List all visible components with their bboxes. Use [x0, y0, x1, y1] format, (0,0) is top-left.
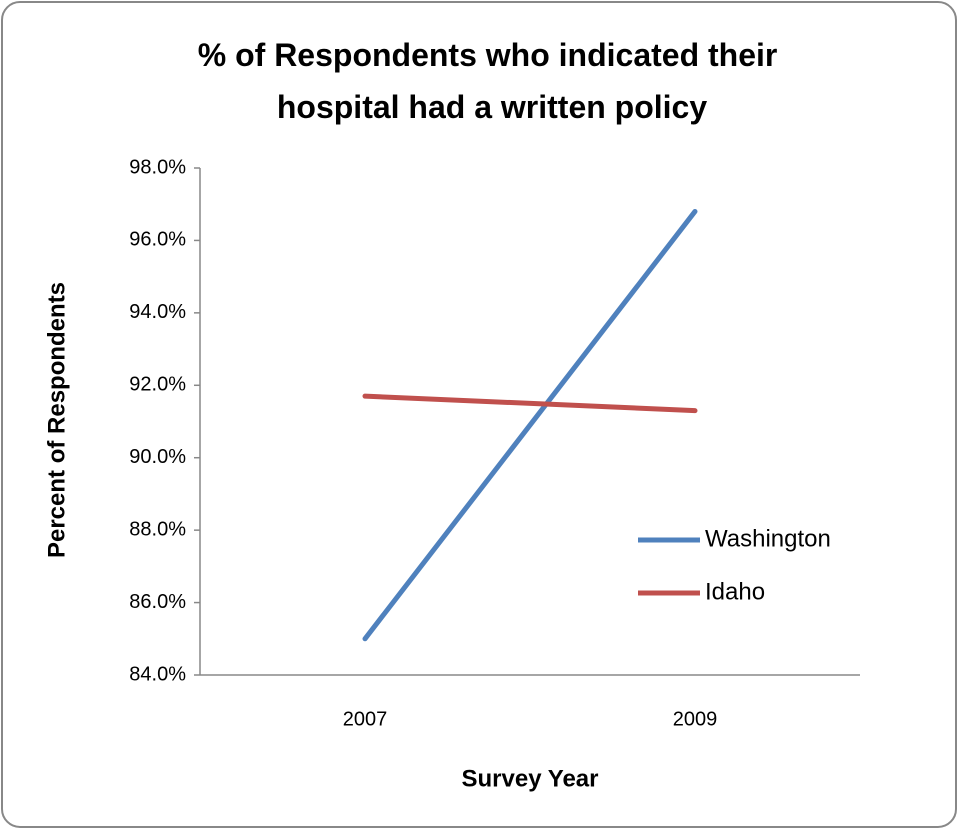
- series-line: [362, 208, 698, 642]
- y-tick-label: 86.0%: [129, 591, 186, 613]
- y-tick-label: 90.0%: [129, 446, 186, 468]
- chart-title: % of Respondents who indicated their hos…: [198, 37, 786, 125]
- y-axis-title: Percent of Respondents: [43, 282, 70, 558]
- y-tick-label: 98.0%: [129, 156, 186, 178]
- y-tick-label: 84.0%: [129, 663, 186, 685]
- x-axis-title: Survey Year: [461, 765, 598, 792]
- y-tick-label: 96.0%: [129, 229, 186, 251]
- x-tick-label: 2009: [673, 708, 718, 730]
- legend-label: Idaho: [705, 578, 765, 605]
- x-tick-label: 2007: [343, 708, 388, 730]
- y-tick-label: 94.0%: [129, 301, 186, 323]
- y-tick-label: 88.0%: [129, 518, 186, 540]
- y-tick-label: 92.0%: [129, 374, 186, 396]
- legend-label: Washington: [705, 525, 831, 552]
- series-line: [362, 393, 698, 414]
- title-line: % of Respondents who indicated their: [198, 37, 778, 73]
- title-line: hospital had a written policy: [277, 89, 707, 125]
